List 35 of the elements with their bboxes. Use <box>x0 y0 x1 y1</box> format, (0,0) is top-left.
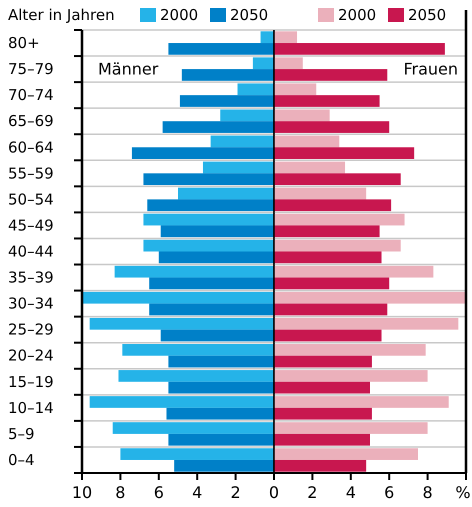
x-tick-label: 4 <box>346 483 356 502</box>
x-tick-label: % <box>455 483 471 502</box>
y-tick-label: 80+ <box>8 34 40 52</box>
annotation: Männer <box>98 60 159 79</box>
y-tick-label: 60–64 <box>8 138 54 156</box>
legend-label: 2000 <box>160 6 198 24</box>
y-tick-label: 75–79 <box>8 60 54 78</box>
legend-label: 2050 <box>230 6 268 24</box>
y-tick-label: 20–24 <box>8 346 54 365</box>
y-tick-label: 70–74 <box>8 86 54 104</box>
annotation: Frauen <box>403 60 458 79</box>
y-tick-label: 45–49 <box>8 216 54 234</box>
x-tick-label: 6 <box>384 483 394 502</box>
y-axis-title: Alter in Jahren <box>8 6 115 24</box>
x-tick-label: 0 <box>268 483 280 502</box>
legend-label: 2000 <box>338 6 376 24</box>
y-tick-label: 10–14 <box>8 398 54 417</box>
x-tick-label: 8 <box>115 483 126 502</box>
y-tick-label: 25–29 <box>8 320 54 339</box>
x-tick-label: 2 <box>230 483 241 502</box>
legend-label: 2050 <box>408 6 446 24</box>
x-tick-label: 6 <box>154 483 164 502</box>
y-tick-label: 30–34 <box>8 294 54 313</box>
y-tick-label: 5–9 <box>8 424 35 443</box>
y-tick-label: 40–44 <box>8 242 54 260</box>
x-tick-label: 10 <box>72 483 92 502</box>
y-tick-label: 65–69 <box>8 112 54 130</box>
y-tick-label: 15–19 <box>8 372 54 391</box>
y-tick-label: 55–59 <box>8 164 54 182</box>
x-tick-label: 4 <box>192 483 202 502</box>
y-tick-label: 0–4 <box>8 450 35 469</box>
y-tick-label: 50–54 <box>8 190 54 208</box>
x-tick-label: 2 <box>307 483 318 502</box>
x-tick-label: 8 <box>422 483 433 502</box>
y-tick-label: 35–39 <box>8 268 54 287</box>
